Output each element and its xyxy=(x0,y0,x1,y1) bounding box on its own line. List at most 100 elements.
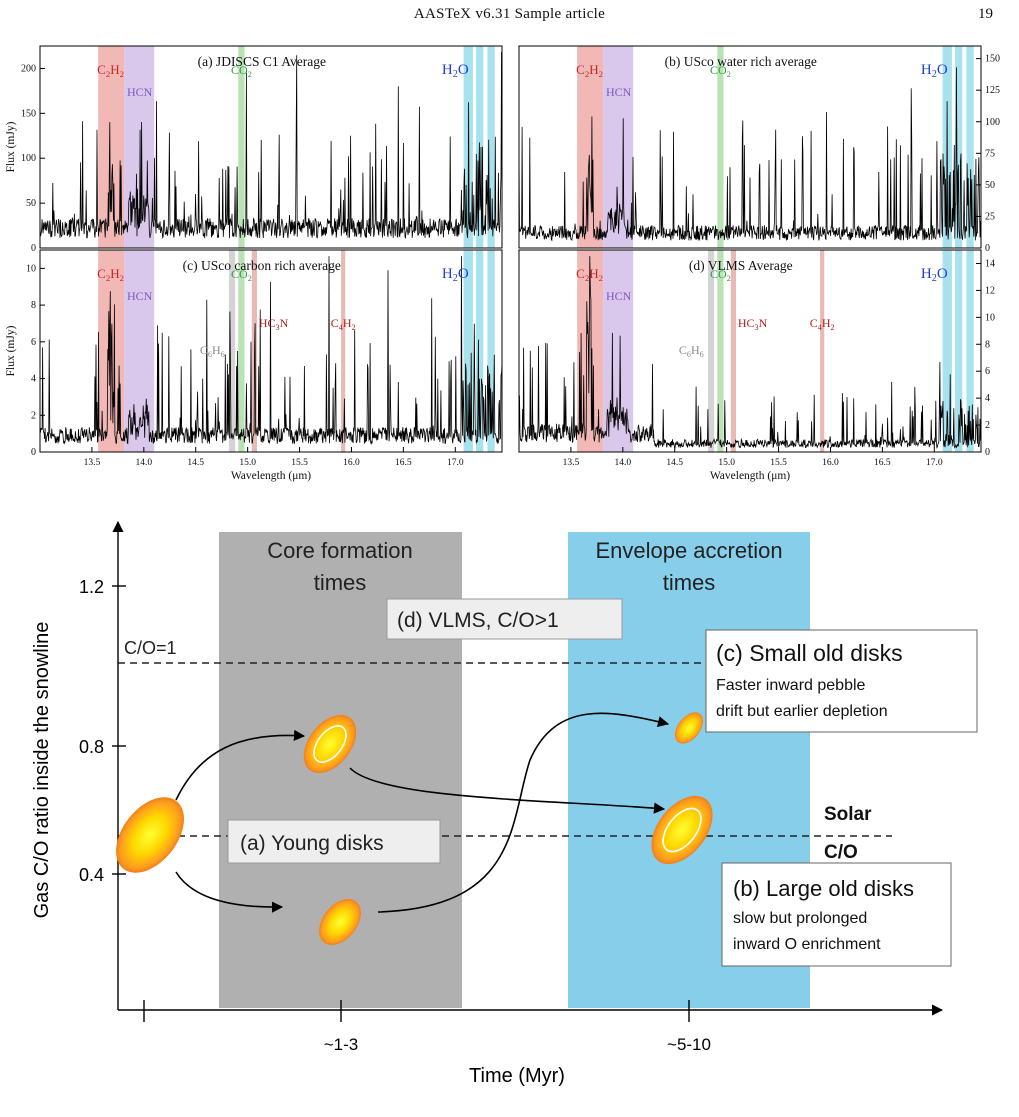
arrow-core-to-large-old xyxy=(349,767,666,814)
solar-label-line1: Solar xyxy=(824,804,872,825)
band-h2o-3 xyxy=(463,250,473,452)
y-tick-label-a-3: 150 xyxy=(21,108,36,119)
vlms-box-label: (d) VLMS, C/O>1 xyxy=(397,609,559,632)
y-tick-label-d-1: 2 xyxy=(985,420,990,431)
co-one-label: C/O=1 xyxy=(124,638,177,658)
y-tick-label-b-5: 125 xyxy=(985,85,1000,96)
small-old-disks-line2: drift but earlier depletion xyxy=(716,703,888,720)
x-tick-label-d-4: 15.5 xyxy=(770,458,787,468)
x-tick-label-c-1: 14.0 xyxy=(136,458,153,468)
y-tick-label-d-5: 10 xyxy=(985,312,995,323)
band-h2o-4 xyxy=(955,250,963,452)
x-tick-label-d-7: 17.0 xyxy=(926,458,943,468)
molecule-label-c2h2: C2H2 xyxy=(97,62,124,79)
molecule-label-hc3n: HC3N xyxy=(259,316,289,332)
x-tick-label-c-4: 15.5 xyxy=(291,458,308,468)
page-number: 19 xyxy=(978,6,993,22)
x-tick-label-c-5: 16.0 xyxy=(343,458,360,468)
band-h2o-5 xyxy=(487,46,495,248)
co-evolution-diagram: Core formation times Envelope accretion … xyxy=(31,520,978,1087)
molecule-label-h2o: H2O xyxy=(921,266,948,284)
large-old-disks-box xyxy=(721,862,952,967)
y-tick-label-c-2: 4 xyxy=(31,374,36,385)
x-tick-label-d-6: 16.5 xyxy=(874,458,891,468)
y-axis-label: Gas C/O ratio inside the snowline xyxy=(31,622,53,919)
small-old-disks-box xyxy=(705,629,978,733)
x-tick-label-c-6: 16.5 xyxy=(395,458,412,468)
large-old-disks-title: (b) Large old disks xyxy=(733,876,914,901)
y-tick-label-2: 0.8 xyxy=(79,737,104,757)
small-old-disks-title: (c) Small old disks xyxy=(716,640,903,666)
y-tick-label-1: 1.2 xyxy=(79,577,104,597)
x-axis-label-d: Wavelength (μm) xyxy=(710,470,790,482)
y-tick-label-d-2: 4 xyxy=(985,393,990,404)
molecule-label-co2: CO2 xyxy=(710,267,731,283)
molecule-label-c2h2: C2H2 xyxy=(576,266,603,283)
panel-frame-a xyxy=(39,45,503,249)
x-tick-label-d-2: 14.5 xyxy=(666,458,683,468)
panel-frame-b xyxy=(518,45,982,249)
molecule-label-c6h6: C6H6 xyxy=(200,343,225,359)
molecule-label-hcn: HCN xyxy=(127,289,153,303)
core-disk-large-ring xyxy=(313,725,347,763)
band-c6h6-6 xyxy=(228,250,236,452)
y-tick-label-b-6: 150 xyxy=(985,54,1000,65)
large-old-disks-line1: slow but prolonged xyxy=(733,910,867,927)
y-tick-label-d-0: 0 xyxy=(985,447,990,458)
large-old-disk-ring xyxy=(662,807,702,853)
y-tick-label-d-6: 12 xyxy=(985,285,995,296)
band-co2-2 xyxy=(238,250,245,452)
y-axis-label-c: Flux (mJy) xyxy=(5,325,17,376)
vlms-box xyxy=(386,598,623,640)
envelope-band-label-line1: Envelope accretion xyxy=(595,538,782,563)
y-tick-label-a-4: 200 xyxy=(21,63,36,74)
molecule-label-h2o: H2O xyxy=(442,62,469,80)
x-tick-label-2: ~5-10 xyxy=(667,1035,711,1054)
band-h2o-3 xyxy=(942,250,952,452)
band-c4h2-8 xyxy=(820,250,825,452)
y-tick-label-b-3: 75 xyxy=(985,148,995,159)
spectrum-line-b xyxy=(518,67,982,242)
running-head: AASTeX v6.31 Sample article xyxy=(413,6,606,22)
molecule-label-hc3n: HC3N xyxy=(738,316,768,332)
band-h2o-5 xyxy=(487,250,495,452)
y-tick-label-a-2: 100 xyxy=(21,153,36,164)
band-co2-2 xyxy=(238,46,245,248)
band-co2-2 xyxy=(717,250,724,452)
band-h2o-5 xyxy=(966,250,974,452)
band-co2-2 xyxy=(717,46,724,248)
y-tick-label-c-3: 6 xyxy=(31,337,36,348)
molecule-label-co2: CO2 xyxy=(231,63,252,79)
panel-title-c: (c) USco carbon rich average xyxy=(183,258,341,273)
molecule-label-co2: CO2 xyxy=(231,267,252,283)
x-tick-label-d-3: 15.0 xyxy=(718,458,735,468)
panel-frame-d xyxy=(518,249,982,453)
molecule-label-h2o: H2O xyxy=(921,62,948,80)
core-disk-small xyxy=(319,898,361,946)
panel-title-b: (b) USco water rich average xyxy=(665,54,817,69)
band-c4h2-8 xyxy=(341,250,346,452)
spectrum-line-c xyxy=(39,256,503,446)
small-old-disks-line1: Faster inward pebble xyxy=(716,677,866,694)
molecule-label-hcn: HCN xyxy=(606,289,632,303)
y-tick-label-b-1: 25 xyxy=(985,211,995,222)
solar-label-line2: C/O xyxy=(824,842,858,863)
core-band-label-line2: times xyxy=(314,570,367,595)
band-hc3n-7 xyxy=(730,250,736,452)
molecule-label-hcn: HCN xyxy=(127,85,153,99)
spectrum-line-a xyxy=(39,52,503,240)
band-c6h6-6 xyxy=(707,250,715,452)
page-header: AASTeX v6.31 Sample article 19 xyxy=(0,0,1019,36)
x-axis-label-c: Wavelength (μm) xyxy=(231,470,311,482)
x-axis-label: Time (Myr) xyxy=(469,1065,565,1087)
y-tick-label-d-7: 14 xyxy=(985,258,995,269)
y-tick-label-c-0: 0 xyxy=(31,447,36,458)
x-tick-label-d-1: 14.0 xyxy=(615,458,632,468)
arrow-small-core-to-small-old xyxy=(377,712,670,913)
large-old-disks-line2: inward O enrichment xyxy=(733,936,881,953)
spectrum-line-d xyxy=(518,256,982,449)
y-tick-label-d-3: 6 xyxy=(985,366,990,377)
